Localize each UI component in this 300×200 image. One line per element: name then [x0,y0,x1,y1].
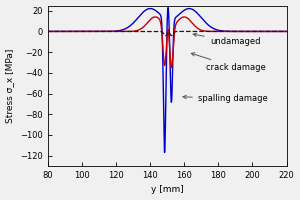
Text: undamaged: undamaged [193,33,260,46]
X-axis label: y [mm]: y [mm] [151,185,184,194]
Text: crack damage: crack damage [191,53,266,72]
Y-axis label: Stress σ_x [MPa]: Stress σ_x [MPa] [6,49,15,123]
Text: spalling damage: spalling damage [183,94,268,103]
